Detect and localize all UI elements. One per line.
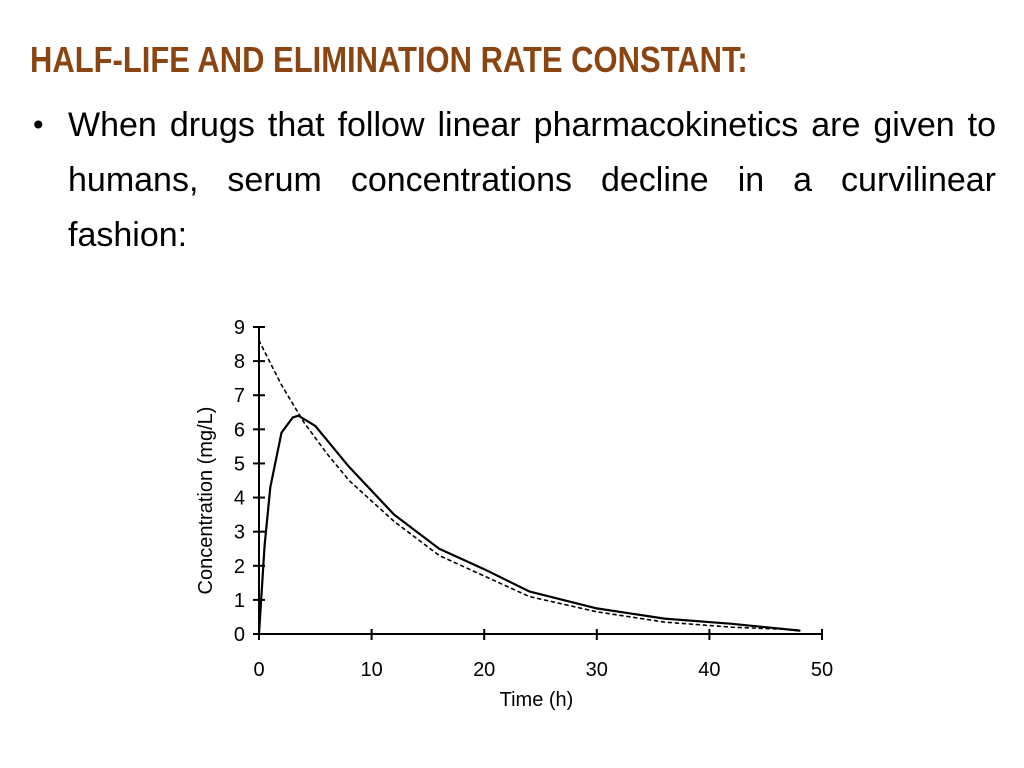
- bullet-text: When drugs that follow linear pharmacoki…: [68, 106, 996, 254]
- y-tick-label: 0: [234, 624, 245, 646]
- x-tick-label: 50: [811, 659, 833, 681]
- chart-plot-area: 0 10 20 30 40 50 0 1 2 3 4 5 6 7 8 9 Time (h) Concentrati…: [195, 317, 833, 711]
- y-tick-label: 6: [234, 419, 245, 441]
- y-tick-label: 7: [234, 385, 245, 407]
- y-tick-label: 8: [234, 351, 245, 373]
- x-tick-label: 10: [360, 659, 382, 681]
- y-tick-label: 5: [234, 453, 245, 475]
- x-tick-label: 0: [253, 659, 264, 681]
- x-tick-label: 30: [586, 659, 608, 681]
- bullet-icon: •: [30, 109, 47, 142]
- y-tick-label: 9: [234, 317, 245, 339]
- y-axis-label: Concentration (mg/L): [195, 407, 217, 595]
- y-tick-label: 4: [234, 488, 245, 510]
- x-tick-label: 40: [698, 659, 720, 681]
- x-axis-label: Time (h): [500, 689, 574, 711]
- slide-title: HALF-LIFE AND ELIMINATION RATE CONSTANT:: [30, 39, 748, 80]
- y-tick-label: 1: [234, 590, 245, 612]
- bullet-point: • When drugs that follow linear pharmaco…: [30, 98, 996, 263]
- dashed-concentration-line: [258, 339, 801, 631]
- y-tick-label: 3: [234, 522, 245, 544]
- x-tick-label: 20: [473, 659, 495, 681]
- solid-concentration-line: [257, 414, 801, 636]
- y-tick-label: 2: [234, 556, 245, 578]
